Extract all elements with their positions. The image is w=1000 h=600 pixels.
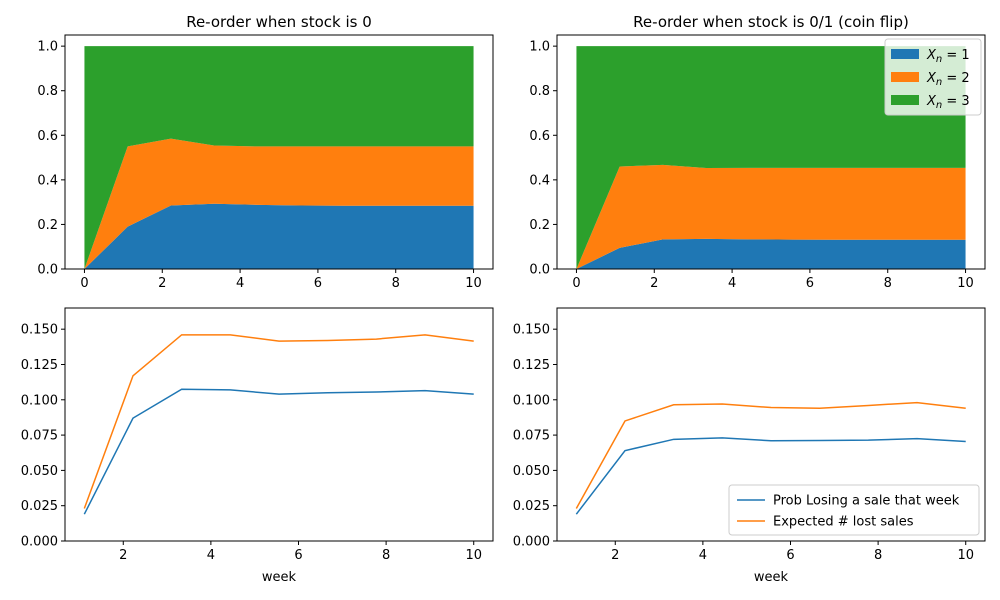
y-tick-label: 0.000	[21, 535, 58, 550]
x-tick-label: 10	[465, 548, 482, 563]
x-tick-label: 8	[884, 276, 892, 291]
y-tick-label: 0.0	[37, 263, 58, 278]
chart-3: 2 4 6 8 10 0.000 0.025 0.050 0.075 0.100 0.125 0.15…	[21, 307, 494, 585]
chart-1: 0 2 4 6 8 10 0.0 0.2 0.4 0.6 0.8 1.0 Re-order when s…	[37, 13, 494, 291]
y-tick-label: 0.0	[529, 263, 550, 278]
x-tick-label: 4	[236, 276, 244, 291]
x-tick-label: 6	[294, 548, 302, 563]
y-tick-label: 0.4	[37, 173, 58, 188]
x-tick-label: 6	[786, 548, 794, 563]
y-tick-label: 0.2	[529, 218, 550, 233]
legend-label: Xn = 1	[926, 48, 970, 65]
y-tick-label: 0.100	[21, 393, 58, 408]
y-tick-label: 0.000	[513, 535, 550, 550]
y-tick-label: 0.075	[513, 429, 550, 444]
x-tick-label: 4	[699, 548, 707, 563]
legend: Xn = 1 Xn = 2 Xn = 3	[884, 38, 982, 116]
legend-label: Xn = 2	[926, 71, 970, 88]
x-tick-label: 10	[465, 276, 482, 291]
y-tick-label: 0.6	[37, 129, 58, 144]
x-tick-label: 0	[80, 276, 88, 291]
legend: Prob Losing a sale that week Expected # l…	[728, 484, 980, 536]
area-series-2	[84, 138, 474, 269]
y-tick-label: 1.0	[37, 40, 58, 55]
x-tick-label: 10	[957, 276, 974, 291]
plot-frame	[64, 34, 494, 270]
x-tick-label: 8	[874, 548, 882, 563]
area-series-1	[576, 238, 966, 269]
plot-frame	[64, 307, 494, 542]
area-series-2	[576, 164, 966, 269]
chart-4: 2 4 6 8 10 0.000 0.025 0.050 0.075 0.100 0.125 0.15…	[513, 307, 986, 585]
y-tick-label: 0.025	[21, 499, 58, 514]
x-tick-label: 8	[382, 548, 390, 563]
area-series-3	[84, 46, 474, 269]
x-tick-label: 4	[207, 548, 215, 563]
legend-box	[728, 484, 980, 536]
legend-swatch	[891, 72, 919, 82]
line-series-2	[575, 401, 966, 509]
area-series-3	[576, 46, 966, 269]
y-tick-label: 0.125	[513, 358, 550, 373]
y-tick-label: 0.050	[513, 464, 550, 479]
y-tick-label: 0.8	[37, 84, 58, 99]
x-tick-label: 6	[314, 276, 322, 291]
x-axis-label: week	[262, 570, 297, 585]
line-series-1	[575, 437, 966, 515]
y-tick-label: 0.150	[21, 323, 58, 338]
x-tick-label: 2	[158, 276, 166, 291]
x-tick-label: 2	[611, 548, 619, 563]
y-tick-label: 0.6	[529, 129, 550, 144]
x-tick-label: 10	[957, 548, 974, 563]
y-tick-label: 0.150	[513, 323, 550, 338]
y-tick-label: 0.025	[513, 499, 550, 514]
legend-swatch	[891, 49, 919, 59]
legend-label: Xn = 3	[926, 94, 970, 111]
x-tick-label: 8	[392, 276, 400, 291]
plot-frame	[556, 34, 986, 270]
y-tick-label: 0.100	[513, 393, 550, 408]
y-tick-label: 0.8	[529, 84, 550, 99]
chart-title: Re-order when stock is 0	[186, 13, 372, 31]
x-tick-label: 2	[650, 276, 658, 291]
legend-swatch	[891, 95, 919, 105]
x-tick-label: 2	[119, 548, 127, 563]
x-tick-label: 4	[728, 276, 736, 291]
legend-label: Prob Losing a sale that week	[773, 494, 960, 509]
y-tick-label: 0.050	[21, 464, 58, 479]
line-series-1	[83, 388, 474, 515]
chart-title: Re-order when stock is 0/1 (coin flip)	[633, 13, 909, 31]
x-tick-label: 6	[806, 276, 814, 291]
y-tick-label: 1.0	[529, 40, 550, 55]
x-axis-label: week	[754, 570, 789, 585]
chart-2: 0 2 4 6 8 10 0.0 0.2 0.4 0.6 0.8 1.0 Re-order when s…	[529, 13, 986, 291]
y-tick-label: 0.4	[529, 173, 550, 188]
x-tick-label: 0	[572, 276, 580, 291]
line-series-2	[83, 334, 474, 509]
area-series-1	[84, 203, 474, 269]
legend-label: Expected # lost sales	[773, 515, 914, 530]
y-tick-label: 0.125	[21, 358, 58, 373]
plot-frame	[556, 307, 986, 542]
y-tick-label: 0.075	[21, 429, 58, 444]
y-tick-label: 0.2	[37, 218, 58, 233]
